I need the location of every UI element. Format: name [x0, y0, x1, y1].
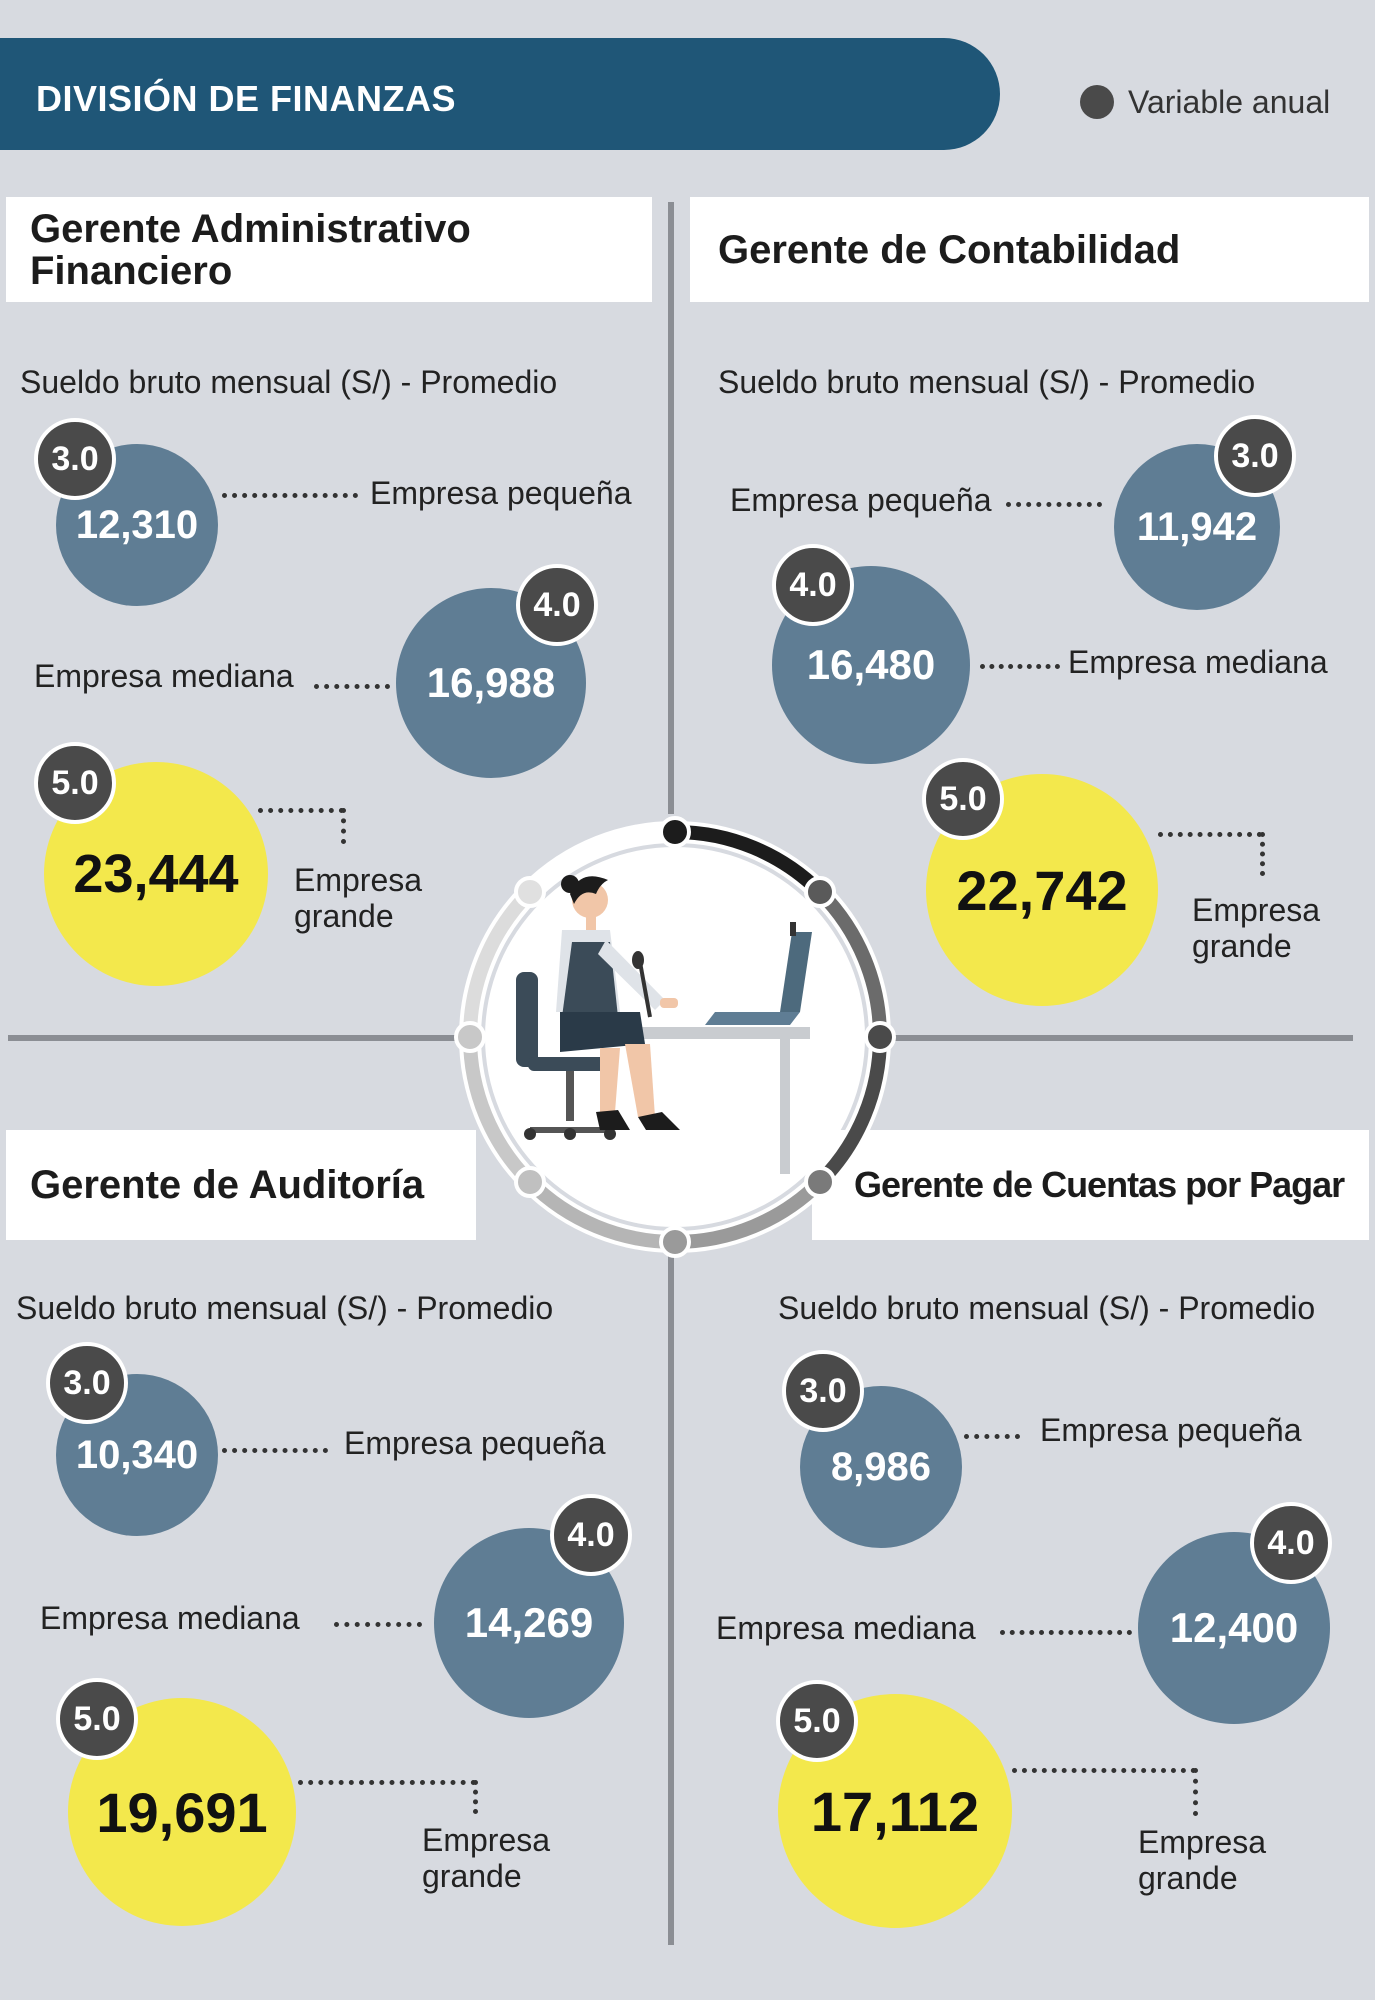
- connector-dots: [1193, 1768, 1198, 1816]
- legend: Variable anual: [1080, 82, 1330, 122]
- variable-badge: 5.0: [776, 1680, 858, 1762]
- category-label: Empresa mediana: [716, 1610, 976, 1646]
- badge-value: 3.0: [63, 1363, 111, 1402]
- bubble-value: 8,986: [830, 1444, 932, 1489]
- header-bar: DIVISIÓN DE FINANZAS: [0, 38, 1000, 150]
- badge-value: 4.0: [1267, 1523, 1315, 1562]
- connector-dots: [222, 1448, 328, 1453]
- divider-horizontal-left: [8, 1035, 463, 1041]
- variable-badge: 5.0: [922, 758, 1004, 840]
- connector-dots: [314, 684, 390, 689]
- variable-badge: 3.0: [34, 418, 116, 500]
- variable-badge: 3.0: [46, 1342, 128, 1424]
- connector-dots: [341, 808, 346, 844]
- section-title: Gerente de Auditoría: [30, 1163, 425, 1207]
- badge-value: 5.0: [939, 779, 987, 818]
- variable-badge: 4.0: [1250, 1502, 1332, 1584]
- variable-badge: 4.0: [550, 1494, 632, 1576]
- center-illustration: [450, 812, 900, 1262]
- section-title: Gerente de Cuentas por Pagar: [854, 1164, 1345, 1205]
- chart-subtitle: Sueldo bruto mensual (S/) - Promedio: [20, 364, 558, 400]
- category-label: Empresa grande: [1138, 1824, 1267, 1896]
- badge-value: 4.0: [533, 585, 581, 624]
- variable-badge: 3.0: [782, 1350, 864, 1432]
- page-title: DIVISIÓN DE FINANZAS: [36, 78, 457, 119]
- bubble-value: 10,340: [75, 1432, 199, 1477]
- badge-value: 3.0: [799, 1371, 847, 1410]
- bubble-value: 16,480: [806, 641, 936, 688]
- section-title: Gerente de Contabilidad: [718, 227, 1181, 272]
- category-label: Empresa grande: [294, 862, 423, 934]
- connector-dots: [1260, 832, 1265, 876]
- badge-value: 5.0: [73, 1699, 121, 1738]
- divider-vertical-top: [668, 202, 674, 814]
- legend-dot-icon: [1080, 85, 1114, 119]
- connector-dots: [1000, 1630, 1132, 1635]
- legend-label: Variable anual: [1128, 83, 1331, 120]
- bubble-medium: 16,988: [396, 588, 586, 778]
- bubble-large: 22,742: [926, 774, 1158, 1006]
- bubble-medium: 14,269: [434, 1528, 624, 1718]
- category-label: Empresa pequeña: [730, 482, 992, 518]
- bubble-value: 16,988: [426, 659, 556, 706]
- title-box-q1: Gerente Administrativo Financiero: [6, 197, 652, 302]
- category-label: Empresa mediana: [34, 658, 294, 694]
- variable-badge: 4.0: [516, 564, 598, 646]
- bubble-value: 14,269: [464, 1599, 594, 1646]
- title-box-q3: Gerente de Auditoría: [6, 1130, 476, 1240]
- category-label: Empresa mediana: [40, 1600, 300, 1636]
- bubble-value: 11,942: [1136, 504, 1258, 549]
- connector-dots: [980, 664, 1060, 669]
- bubble-value: 22,742: [956, 858, 1128, 922]
- category-label: Empresa mediana: [1068, 644, 1328, 680]
- category-label: Empresa grande: [1192, 892, 1321, 964]
- badge-value: 3.0: [1231, 436, 1279, 475]
- badge-value: 4.0: [789, 565, 837, 604]
- connector-dots: [1012, 1768, 1196, 1773]
- badge-value: 5.0: [793, 1701, 841, 1740]
- variable-badge: 5.0: [34, 742, 116, 824]
- connector-dots: [1006, 502, 1102, 507]
- chart-subtitle: Sueldo bruto mensual (S/) - Promedio: [16, 1290, 554, 1326]
- variable-badge: 3.0: [1214, 415, 1296, 497]
- title-box-q2: Gerente de Contabilidad: [690, 197, 1369, 302]
- bubble-value: 12,310: [75, 502, 199, 547]
- bubble-value: 19,691: [96, 1780, 268, 1844]
- badge-value: 3.0: [51, 439, 99, 478]
- bubble-value: 23,444: [73, 844, 239, 904]
- connector-dots: [1158, 832, 1262, 837]
- section-title: Gerente Administrativo Financiero: [30, 206, 471, 293]
- badge-value: 4.0: [567, 1515, 615, 1554]
- category-label: Empresa pequeña: [344, 1425, 606, 1461]
- chart-subtitle: Sueldo bruto mensual (S/) - Promedio: [778, 1290, 1316, 1326]
- connector-dots: [298, 1780, 476, 1785]
- connector-dots: [964, 1434, 1020, 1439]
- chart-subtitle: Sueldo bruto mensual (S/) - Promedio: [718, 364, 1256, 400]
- bubble-value: 12,400: [1169, 1604, 1299, 1651]
- category-label: Empresa grande: [422, 1822, 551, 1894]
- title-box-q4: Gerente de Cuentas por Pagar: [812, 1130, 1369, 1240]
- variable-badge: 4.0: [772, 544, 854, 626]
- category-label: Empresa pequeña: [370, 475, 632, 511]
- connector-dots: [334, 1622, 422, 1627]
- connector-dots: [473, 1780, 478, 1814]
- connector-dots: [222, 493, 358, 498]
- category-label: Empresa pequeña: [1040, 1412, 1302, 1448]
- bubble-value: 17,112: [810, 1779, 980, 1843]
- woman-at-desk-icon: [454, 816, 896, 1258]
- variable-badge: 5.0: [56, 1678, 138, 1760]
- divider-horizontal-right: [888, 1035, 1353, 1041]
- connector-dots: [258, 808, 344, 813]
- badge-value: 5.0: [51, 763, 99, 802]
- divider-vertical-bottom: [668, 1250, 674, 1945]
